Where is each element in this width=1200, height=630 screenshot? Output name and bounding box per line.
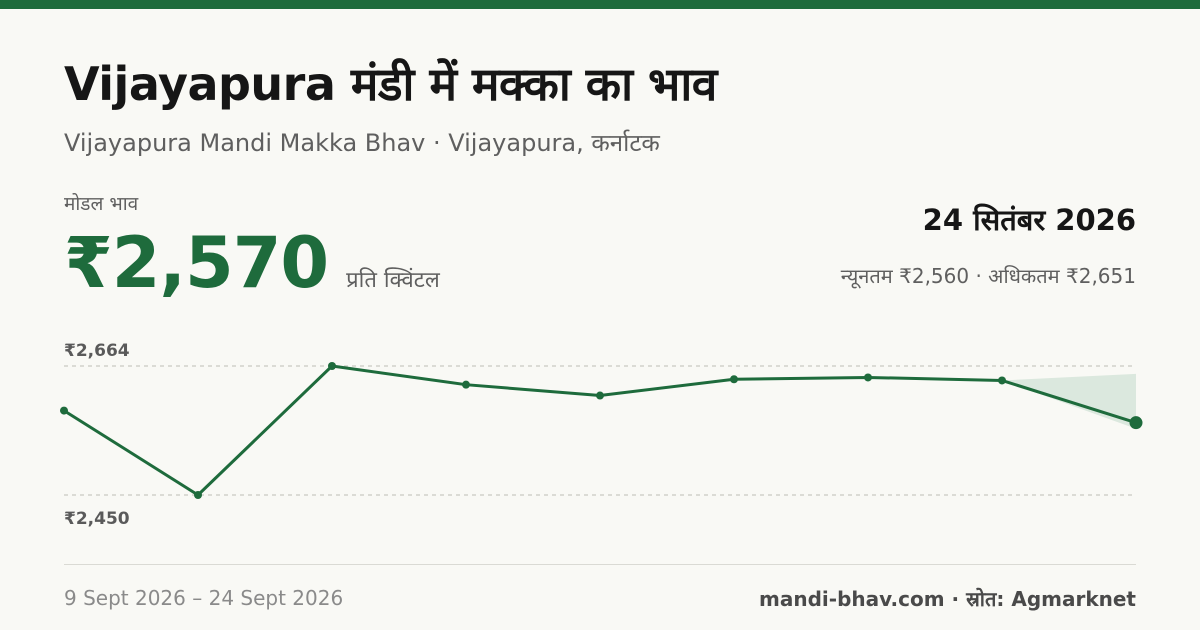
price-line bbox=[63, 364, 1137, 497]
modal-price: ₹2,570 bbox=[64, 222, 329, 304]
y-ref-label-min: ₹2,450 bbox=[64, 509, 130, 529]
price-unit: प्रति क्विंटल bbox=[346, 268, 440, 293]
modal-price-label: मोडल भाव bbox=[64, 193, 139, 215]
data-point bbox=[60, 406, 68, 415]
data-point bbox=[730, 375, 738, 384]
price-row: ₹2,570 प्रति क्विंटल bbox=[64, 222, 440, 304]
page-subtitle: Vijayapura Mandi Makka Bhav · Vijayapura… bbox=[64, 129, 660, 157]
data-point-latest bbox=[1129, 416, 1143, 430]
top-accent-bar bbox=[0, 0, 1200, 9]
footer-divider bbox=[64, 564, 1136, 565]
data-point bbox=[596, 391, 604, 400]
y-ref-label-max: ₹2,664 bbox=[64, 341, 130, 361]
data-point bbox=[998, 376, 1006, 385]
page-title: Vijayapura मंडी में मक्का का भाव bbox=[64, 57, 717, 111]
min-max-range: न्यूनतम ₹2,560 · अधिकतम ₹2,651 bbox=[840, 264, 1136, 288]
data-point bbox=[864, 373, 872, 382]
price-date: 24 सितंबर 2026 bbox=[922, 203, 1136, 237]
data-point bbox=[328, 362, 336, 370]
source-credit: mandi-bhav.com · स्रोत: Agmarknet bbox=[759, 587, 1136, 611]
data-point bbox=[462, 380, 470, 389]
data-point bbox=[194, 491, 202, 499]
date-period: 9 Sept 2026 – 24 Sept 2026 bbox=[64, 586, 344, 610]
